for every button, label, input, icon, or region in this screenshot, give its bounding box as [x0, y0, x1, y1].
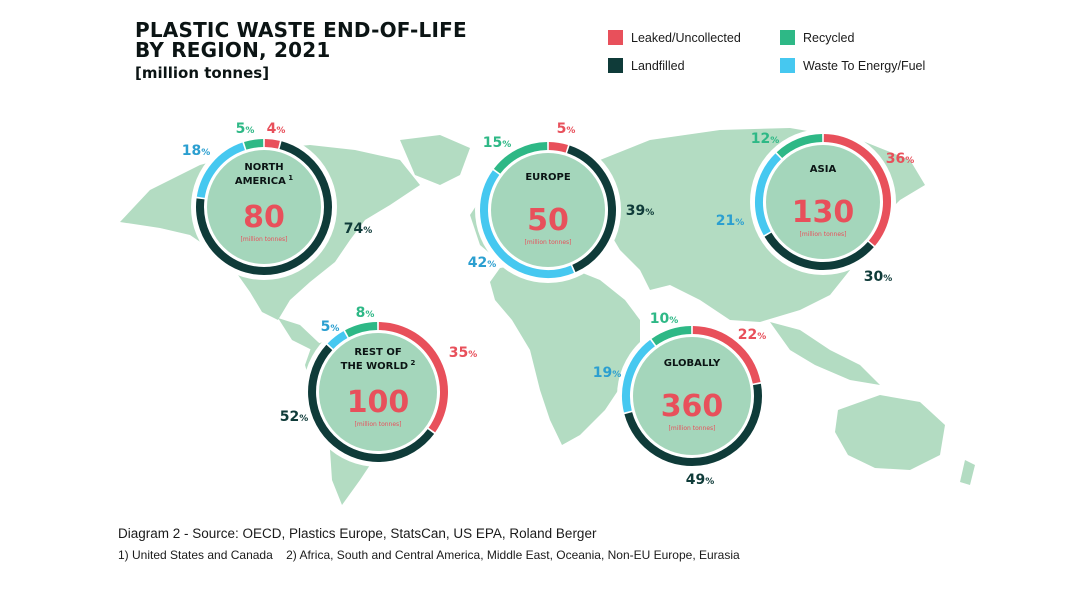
percent-label-landfilled: 74% — [344, 221, 373, 237]
donut-center — [317, 331, 439, 453]
percent-label-recycled: 15% — [483, 135, 512, 151]
region-unit: [million tonnes] — [799, 231, 846, 238]
donut-segment-energy — [196, 142, 246, 199]
region-total: 100 — [347, 385, 410, 420]
legend-swatch-recycled — [780, 30, 795, 45]
donut-center — [205, 148, 323, 266]
donut-segment-energy — [622, 339, 656, 413]
chart-title: PLASTIC WASTE END-OF-LIFE BY REGION, 202… — [135, 20, 467, 60]
region-name: NORTH — [244, 162, 283, 173]
region-name: GLOBALLY — [664, 358, 721, 369]
region-unit: [million tonnes] — [240, 236, 287, 243]
legend-item-leaked: Leaked/Uncollected — [608, 30, 741, 45]
legend: Leaked/Uncollected Recycled Landfilled W… — [608, 30, 968, 80]
region-name: REST OF — [354, 347, 401, 358]
greenland-shape — [400, 135, 470, 185]
legend-label-landfilled: Landfilled — [631, 58, 685, 73]
footnote-1: 1) United States and Canada — [118, 548, 273, 562]
percent-label-recycled: 8% — [356, 305, 375, 321]
legend-swatch-landfilled — [608, 58, 623, 73]
legend-label-leaked: Leaked/Uncollected — [631, 30, 741, 45]
region-footnote-mark: 1 — [286, 174, 293, 182]
legend-label-recycled: Recycled — [803, 30, 855, 45]
donut-segment-landfilled — [196, 141, 332, 275]
percent-label-leaked: 5% — [557, 121, 576, 137]
donut-segment-leaked — [692, 326, 761, 384]
donut-segment-landfilled — [567, 145, 616, 273]
donut-segment-energy — [480, 170, 574, 278]
region-footnote-mark: 2 — [408, 359, 415, 367]
donut-center — [631, 335, 753, 457]
legend-swatch-energy — [780, 58, 795, 73]
percent-label-leaked: 36% — [886, 151, 915, 167]
donut-segment-recycled — [244, 139, 264, 150]
nz-shape — [960, 460, 975, 485]
percent-label-leaked: 22% — [738, 327, 767, 343]
percent-label-leaked: 4% — [267, 121, 286, 137]
donut-segment-landfilled — [624, 383, 762, 467]
source-note: Diagram 2 - Source: OECD, Plastics Europ… — [118, 526, 597, 541]
donut-segment-leaked — [378, 322, 448, 433]
footnote-2: 2) Africa, South and Central America, Mi… — [286, 548, 740, 562]
legend-item-recycled: Recycled — [780, 30, 854, 45]
donut-segment-leaked — [548, 142, 568, 153]
percent-label-energy: 18% — [182, 143, 211, 159]
region-name: EUROPE — [525, 172, 570, 183]
percent-label-recycled: 5% — [236, 121, 255, 137]
region-total: 50 — [527, 203, 569, 238]
donut-segment-recycled — [776, 134, 823, 159]
donut-segment-energy — [327, 331, 348, 350]
region-total: 130 — [792, 195, 855, 230]
legend-label-energy: Waste To Energy/Fuel — [803, 58, 926, 73]
legend-swatch-leaked — [608, 30, 623, 45]
region-name: AMERICA 1 — [235, 174, 293, 187]
region-total: 80 — [243, 200, 285, 235]
donut-segment-leaked — [264, 139, 280, 149]
central-america-shape — [278, 318, 330, 352]
percent-label-landfilled: 49% — [686, 472, 715, 488]
region-name: ASIA — [810, 164, 837, 175]
region-total: 360 — [661, 389, 724, 424]
donut-center — [489, 151, 607, 269]
donut-center — [764, 143, 882, 261]
donut-segment-recycled — [345, 322, 378, 338]
donut-segment-leaked — [823, 134, 891, 246]
legend-item-landfilled: Landfilled — [608, 58, 685, 73]
se-asia-shape — [770, 322, 880, 385]
australia-shape — [835, 395, 945, 470]
title-line-2: BY REGION, 2021 — [135, 38, 331, 62]
percent-label-energy: 42% — [468, 255, 497, 271]
region-unit: [million tonnes] — [668, 425, 715, 432]
region-name: THE WORLD 2 — [341, 359, 416, 372]
percent-label-leaked: 35% — [449, 345, 478, 361]
title-line-1: PLASTIC WASTE END-OF-LIFE — [135, 18, 467, 42]
region-unit: [million tonnes] — [354, 421, 401, 428]
donut-segment-recycled — [651, 326, 692, 346]
donut-segment-landfilled — [764, 232, 874, 270]
percent-label-landfilled: 52% — [280, 409, 309, 425]
percent-label-recycled: 10% — [650, 311, 679, 327]
donut-segment-recycled — [493, 142, 548, 174]
donut-segment-landfilled — [308, 344, 435, 462]
africa-shape — [490, 262, 640, 445]
percent-label-landfilled: 30% — [864, 269, 893, 285]
footnotes: 1) United States and Canada 2) Africa, S… — [118, 548, 750, 562]
percent-label-energy: 5% — [321, 319, 340, 335]
chart-subtitle: [million tonnes] — [135, 64, 270, 82]
region-unit: [million tonnes] — [524, 239, 571, 246]
donut-segment-energy — [755, 153, 782, 236]
legend-item-energy: Waste To Energy/Fuel — [780, 58, 925, 73]
